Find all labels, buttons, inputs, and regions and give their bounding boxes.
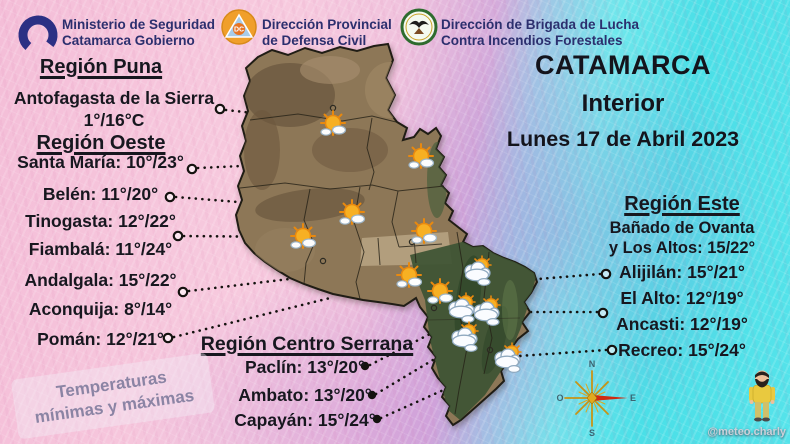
terrain-patch [300, 56, 360, 84]
leader-circle [164, 191, 176, 203]
brigada-line1: Dirección de Brigada de Lucha [441, 17, 640, 32]
label-paclin: Paclín: 13°/20° [244, 357, 366, 377]
defensa-civil-logo: DC [221, 9, 257, 45]
leader-circle [162, 332, 174, 344]
region-oeste-title: Región Oeste [36, 132, 166, 154]
sun-cloud-icon [320, 110, 347, 137]
connector-line [172, 296, 332, 339]
label-banado-de-ovanta: Bañado de Ovanta [609, 219, 755, 237]
leader-dot [360, 361, 370, 371]
compass-center [586, 391, 598, 405]
region-este-title: Región Este [624, 193, 740, 215]
label-recreo: Recreo: 15°/24° [618, 340, 746, 360]
brigada-name: Dirección de Brigada de Lucha Contra Inc… [441, 17, 639, 49]
label-ambato: Ambato: 13°/20° [238, 385, 372, 405]
label-markers [162, 103, 618, 424]
compass-s-label: S [589, 428, 595, 438]
ministry-logo [18, 15, 58, 55]
label-fiambala: Fiambalá: 11°/24° [28, 239, 173, 259]
connector-line [517, 348, 608, 358]
defensa-civil-name: Dirección Provincial de Defensa Civil [262, 17, 392, 49]
leader-circle [172, 230, 184, 242]
watermark-handle: @meteo.charly [707, 426, 786, 438]
sun-cloud-icon [427, 278, 454, 305]
title-block: CATAMARCA Interior Lunes 17 de Abril 202… [478, 50, 768, 152]
terrain-patch [481, 306, 509, 374]
leader-dot [372, 414, 382, 424]
label-alijilan: Alijilán: 15°/21° [619, 262, 745, 282]
ministry-line1: Ministerio de Seguridad [62, 17, 216, 32]
compass-rose: N S E O [556, 359, 636, 438]
label-capayan: Capayán: 15°/24° [234, 410, 376, 430]
town-marker [319, 257, 327, 265]
label-aconquija: Aconquija: 8°/14° [28, 299, 173, 319]
leader-circle [177, 286, 189, 298]
terrain-patch [244, 110, 280, 190]
defensa-line2: de Defensa Civil [262, 32, 367, 48]
label-andalgala: Andalgala: 15°/22° [24, 270, 177, 290]
compass-o-label: O [556, 393, 563, 403]
region-puna-title: Región Puna [39, 56, 163, 78]
leader-circle [600, 268, 612, 280]
sun-cloud-icon [290, 223, 317, 250]
title-subtitle: Interior [581, 90, 665, 117]
town-marker [486, 346, 494, 354]
title-province: CATAMARCA [535, 50, 711, 80]
label-los-altos: y Los Altos: 15/22° [608, 239, 756, 257]
leader-dot [367, 390, 377, 400]
defensa-civil-badge: DC [234, 27, 244, 34]
sun-cloud-icon [396, 262, 423, 289]
label-santa-maria: Santa María: 10°/23° [17, 152, 184, 172]
title-date: Lunes 17 de Abril 2023 [506, 127, 740, 151]
meteorologist-character [749, 370, 775, 422]
label-el-alto: El Alto: 12°/19° [620, 288, 744, 308]
defensa-line1: Dirección Provincial [262, 17, 392, 32]
region-centro-title: Región Centro Serrana [200, 333, 414, 355]
compass-e-label: E [630, 393, 636, 403]
label-antofagasta: Antofagasta de la Sierra [13, 88, 215, 108]
town-marker [430, 304, 438, 312]
connector-line [182, 234, 300, 239]
sun-cloud-icon [411, 218, 438, 245]
compass-n-label: N [589, 359, 596, 369]
ministry-line2: Catamarca Gobierno [62, 32, 195, 48]
terrain-patch [255, 188, 365, 222]
sun-cloud-icon [408, 143, 435, 170]
leader-circle [606, 344, 618, 356]
label-ancasti: Ancasti: 12°/19° [616, 314, 748, 334]
label-tinogasta: Tinogasta: 12°/22° [25, 211, 176, 231]
brigada-line2: Contra Incendios Forestales [441, 32, 623, 48]
leader-circle [214, 103, 226, 115]
sun-cloud-icon [339, 199, 366, 226]
label-belen: Belén: 11°/20° [42, 184, 159, 204]
leader-circle [186, 163, 198, 175]
leader-circle [597, 307, 609, 319]
ministry-name: Ministerio de Seguridad Catamarca Gobier… [62, 17, 215, 49]
connector-line [536, 272, 602, 281]
condor-icon [409, 20, 429, 28]
brigada-logo [400, 8, 438, 46]
label-antofagasta-temps: 1°/16°C [83, 110, 145, 130]
compass-east-arrow [592, 395, 628, 401]
terrain-patch [502, 280, 518, 340]
label-poman: Pomán: 12°/21° [37, 329, 164, 349]
